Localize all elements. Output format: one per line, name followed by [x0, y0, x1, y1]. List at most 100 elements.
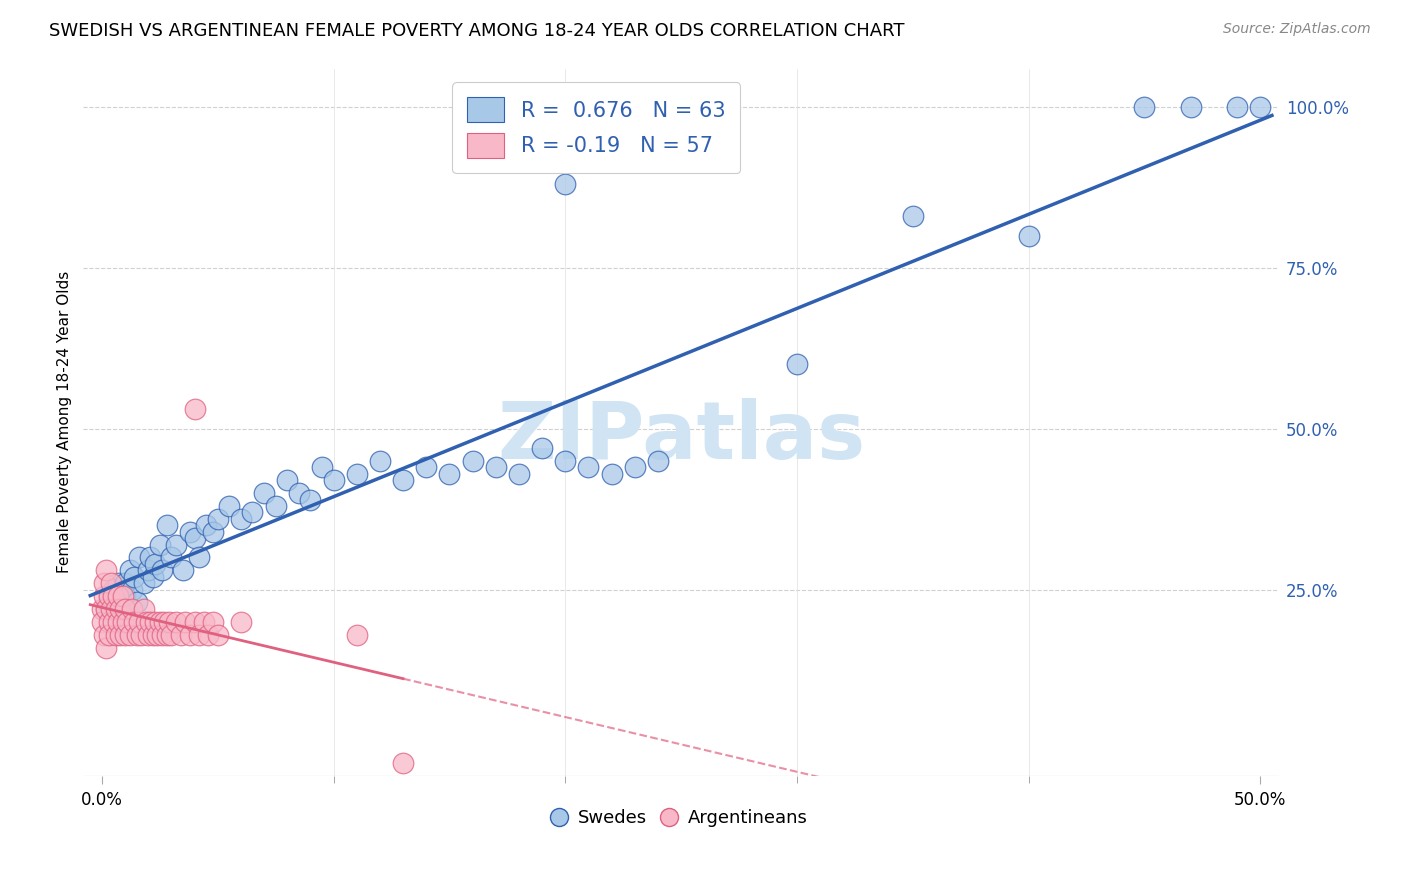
Point [97, 589, 120, 603]
Point [183, 402, 205, 417]
Point [121, 582, 143, 597]
Point [114, 602, 136, 616]
Point [165, 615, 187, 629]
Point [142, 627, 165, 641]
Point [135, 615, 157, 629]
Point [139, 550, 162, 565]
Point [287, 486, 309, 500]
Point [1226, 100, 1249, 114]
Point [117, 615, 139, 629]
Point [107, 589, 129, 603]
Point [156, 627, 179, 641]
Point [114, 589, 136, 603]
Point [149, 615, 172, 629]
Point [253, 486, 276, 500]
Point [149, 538, 172, 552]
Point [174, 615, 197, 629]
Point [97, 589, 120, 603]
Point [114, 627, 136, 641]
Point [1133, 100, 1156, 114]
Point [110, 602, 132, 616]
Point [157, 615, 180, 629]
Point [195, 518, 218, 533]
Point [103, 589, 125, 603]
Point [1018, 228, 1040, 243]
Point [197, 627, 219, 641]
Point [118, 563, 141, 577]
Point [139, 615, 162, 629]
Point [104, 608, 127, 623]
Point [150, 627, 173, 641]
Point [103, 615, 125, 629]
Point [1180, 100, 1202, 114]
Text: SWEDISH VS ARGENTINEAN FEMALE POVERTY AMONG 18-24 YEAR OLDS CORRELATION CHART: SWEDISH VS ARGENTINEAN FEMALE POVERTY AM… [49, 22, 904, 40]
Point [392, 756, 415, 771]
Point [90, 615, 112, 629]
Point [165, 538, 187, 552]
Point [128, 550, 150, 565]
Point [128, 615, 150, 629]
Point [111, 589, 134, 603]
Point [264, 499, 287, 513]
Point [111, 589, 134, 603]
Point [121, 602, 143, 616]
Point [276, 473, 298, 487]
Point [110, 602, 132, 616]
Point [242, 505, 264, 519]
Point [111, 615, 134, 629]
Point [156, 518, 179, 533]
Point [415, 460, 437, 475]
Point [183, 615, 205, 629]
Point [146, 627, 169, 641]
Point [97, 627, 120, 641]
Point [125, 595, 148, 609]
Point [299, 492, 322, 507]
Point [160, 550, 183, 565]
Point [96, 602, 118, 616]
Point [346, 467, 368, 481]
Point [485, 460, 508, 475]
Point [93, 576, 115, 591]
Point [153, 615, 176, 629]
Point [346, 627, 368, 641]
Point [110, 627, 132, 641]
Point [97, 615, 120, 629]
Point [93, 589, 115, 603]
Point [93, 627, 115, 641]
Point [96, 563, 118, 577]
Text: Source: ZipAtlas.com: Source: ZipAtlas.com [1223, 22, 1371, 37]
Point [207, 627, 229, 641]
Point [122, 615, 145, 629]
Point [368, 454, 391, 468]
Point [90, 602, 112, 616]
Point [143, 557, 166, 571]
Point [169, 627, 191, 641]
Point [439, 467, 461, 481]
Point [150, 563, 173, 577]
Legend: Swedes, Argentineans: Swedes, Argentineans [547, 802, 815, 834]
Point [600, 467, 623, 481]
Point [183, 531, 205, 545]
Point [311, 460, 333, 475]
Point [136, 563, 159, 577]
Point [179, 627, 201, 641]
Point [392, 473, 415, 487]
Point [647, 454, 669, 468]
Point [554, 454, 576, 468]
Point [104, 602, 127, 616]
Point [179, 524, 201, 539]
Point [143, 615, 166, 629]
Point [172, 563, 194, 577]
Point [229, 615, 252, 629]
Point [786, 358, 808, 372]
Point [96, 640, 118, 655]
Point [100, 595, 122, 609]
Point [1249, 100, 1271, 114]
Point [461, 454, 484, 468]
Point [554, 178, 576, 192]
Point [508, 467, 530, 481]
Point [322, 473, 344, 487]
Point [576, 460, 599, 475]
Text: ZIPatlas: ZIPatlas [496, 398, 865, 475]
Y-axis label: Female Poverty Among 18-24 Year Olds: Female Poverty Among 18-24 Year Olds [58, 271, 72, 574]
